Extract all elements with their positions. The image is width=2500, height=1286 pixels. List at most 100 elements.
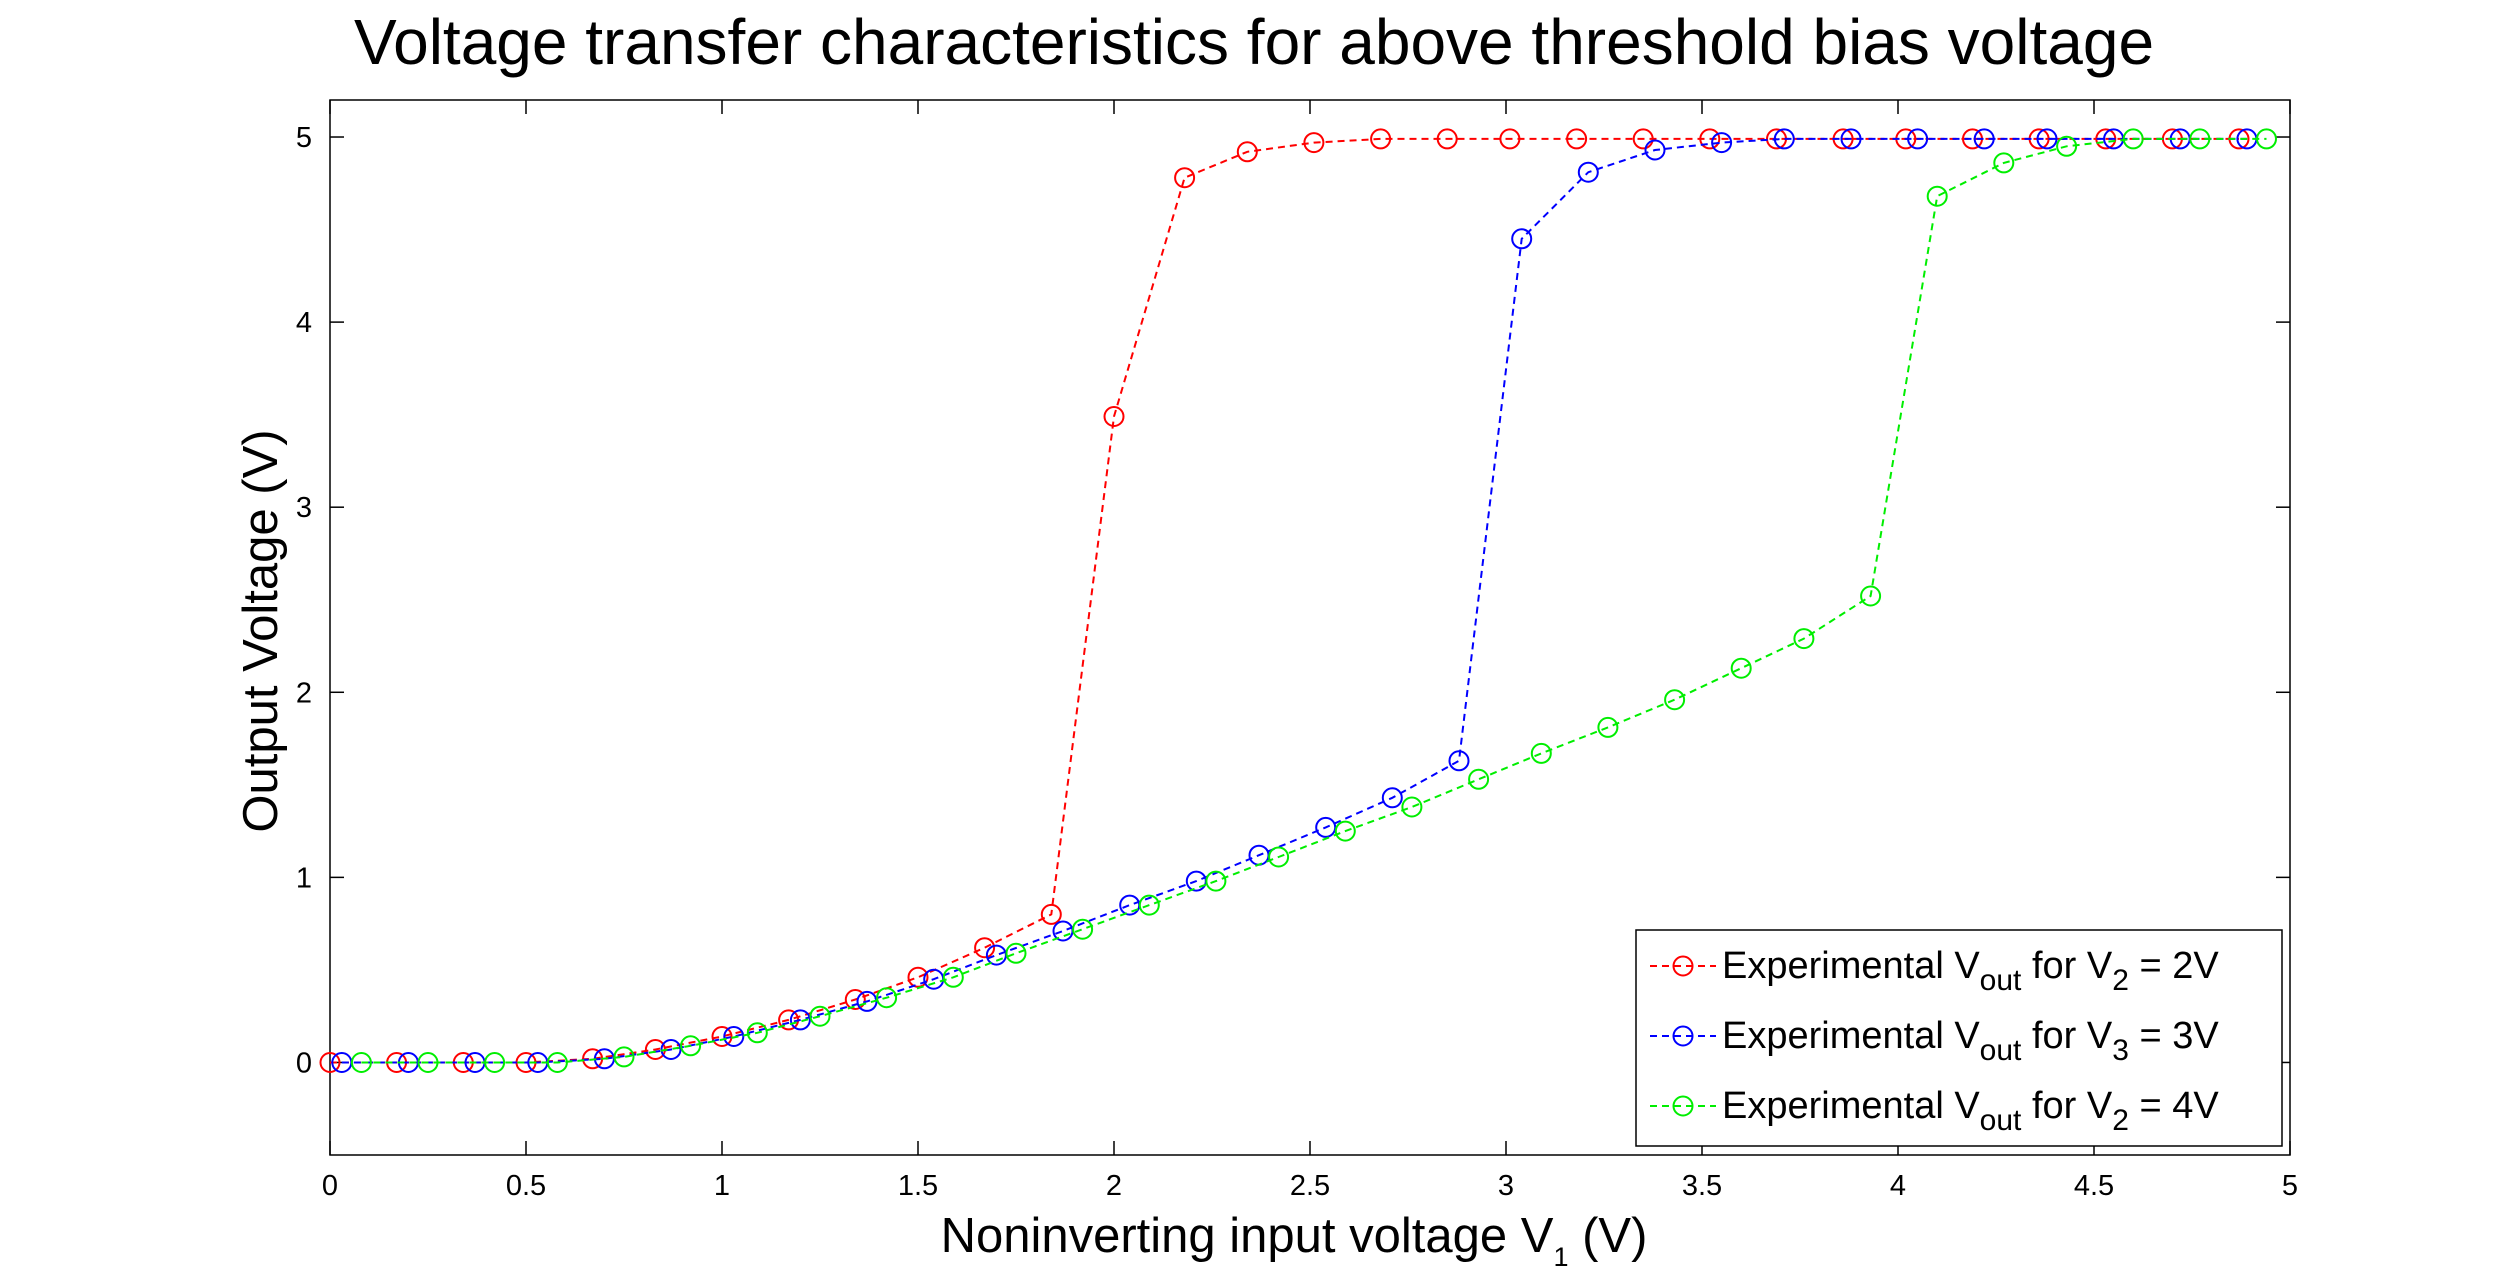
data-point [1072,918,1094,940]
data-point [1597,716,1619,738]
y-tick-label: 0 [296,1047,312,1079]
data-point [1511,228,1533,250]
legend-entry-3: Experimental Vout for V2 = 4V [1650,1085,2219,1137]
legend-label: Experimental Vout for V2 = 4V [1722,1085,2219,1137]
data-point [680,1035,702,1057]
chart-title: Voltage transfer characteristics for abo… [354,6,2154,78]
data-point [1793,628,1815,650]
legend-label-sub2: 2 [2112,964,2129,997]
data-point [319,1052,341,1073]
data-point [1103,406,1125,427]
y-tick-label: 1 [296,862,312,894]
data-point [789,1009,811,1031]
data-point [1860,585,1882,607]
y-tick-label: 3 [296,492,312,524]
data-point [1632,128,1654,150]
data-point [942,966,964,988]
legend-swatch-marker [1672,1095,1694,1117]
x-tick-label: 2.5 [1290,1170,1330,1202]
data-point [484,1052,506,1073]
data-point [809,1005,831,1027]
legend-label-a: Experimental V [1722,1015,1980,1057]
data-point [1205,870,1227,892]
legend-label-sub1: out [1980,1104,2022,1137]
legend-label-b: for V [2021,1085,2112,1127]
data-point [1773,128,1795,150]
x-tick-label: 4 [1890,1170,1906,1202]
data-point [2036,128,2058,150]
legend-label-sub2: 3 [2112,1034,2129,1067]
legend-entry-1: Experimental Vout for V2 = 2V [1650,945,2219,997]
x-tick-label: 1 [714,1170,730,1202]
data-point [350,1052,372,1073]
data-point [660,1039,682,1060]
x-tick-label: 0 [322,1170,338,1202]
legend-label: Experimental Vout for V2 = 2V [1722,945,2219,997]
data-point [546,1052,568,1073]
legend-label-b: for V [2021,945,2112,987]
x-axis-label-suffix: (V) [1568,1209,1647,1263]
x-axis-label-main: Noninverting input voltage V [941,1209,1554,1263]
x-tick-label: 4.5 [2074,1170,2114,1202]
x-tick-label: 1.5 [898,1170,938,1202]
series-3 [350,128,2277,1073]
data-point [974,937,996,959]
data-point [1334,820,1356,842]
x-tick-label: 3.5 [1682,1170,1722,1202]
data-point [2256,128,2277,150]
legend-label-sub1: out [1980,1034,2022,1067]
data-point [1448,750,1470,772]
series-line [341,137,2247,1064]
data-point [1907,128,1929,150]
legend-label-sub1: out [1980,964,2022,997]
y-tick-label: 5 [296,122,312,154]
data-point [1436,128,1458,150]
data-point [1174,167,1196,189]
data-point [1236,141,1258,163]
data-point [844,989,866,1010]
y-axis-label: Output Voltage (V) [234,429,288,832]
legend-label-b: for V [2021,1015,2112,1057]
x-axis-label-subscript: 1 [1553,1242,1568,1272]
series-line [361,137,2267,1064]
x-tick-label: 3 [1498,1170,1514,1202]
x-tick-label: 2 [1106,1170,1122,1202]
legend-label-sub2: 2 [2112,1104,2129,1137]
x-tick-label: 0.5 [506,1170,546,1202]
data-point [907,966,929,988]
data-point [613,1046,635,1068]
data-point [1530,742,1552,764]
legend-label: Experimental Vout for V3 = 3V [1722,1015,2219,1067]
legend-label-c: = 3V [2129,1015,2219,1057]
data-point [1711,132,1733,154]
legend-box [1635,929,2283,1147]
data-point [1664,689,1686,711]
data-point [1973,128,1995,150]
legend-label-a: Experimental V [1722,1085,1980,1127]
legend-label-c: = 2V [2129,945,2219,987]
data-point [1499,128,1521,150]
legend-entry-2: Experimental Vout for V3 = 3V [1650,1015,2219,1067]
data-point [1840,128,1862,150]
series-layer [319,128,2277,1073]
data-point [1401,796,1423,818]
data-point [2189,128,2211,150]
data-point [1730,657,1752,679]
data-point [1566,128,1588,150]
data-point [1926,185,1948,207]
data-point [711,1026,733,1047]
data-point [1993,152,2015,174]
data-point [1699,128,1721,150]
data-point [1577,161,1599,183]
axis-ticks: 0 0.5 1 1.5 2 2.5 3 3.5 4 4.5 5 0 1 2 3 4 5 [296,100,2298,1202]
data-point [2122,128,2144,150]
data-point [1268,846,1290,868]
data-point [1644,139,1666,161]
legend-label-c: = 4V [2129,1085,2219,1127]
data-point [1040,903,1062,925]
data-point [746,1022,768,1044]
y-tick-label: 4 [296,307,312,339]
data-point [1315,816,1337,838]
data-point [1370,128,1392,150]
